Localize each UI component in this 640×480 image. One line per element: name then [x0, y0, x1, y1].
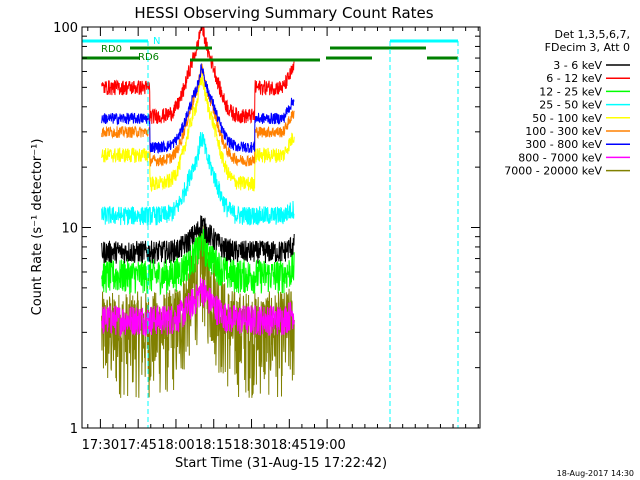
x-tick-label: 17:45	[119, 438, 156, 453]
annotation-label: N	[153, 36, 160, 47]
footer-timestamp: 18-Aug-2017 14:30	[557, 469, 634, 478]
legend-entry-label: 6 - 12 keV	[546, 72, 602, 85]
annotation-label: RD0	[101, 44, 122, 55]
x-tick-label: 18:45	[271, 438, 308, 453]
legend-entry-label: 25 - 50 keV	[539, 99, 602, 112]
x-tick-label: 17:30	[82, 438, 119, 453]
series-line	[101, 228, 295, 296]
legend-entry-label: 3 - 6 keV	[553, 59, 602, 72]
annotation-layer: RD0 RD6 N	[82, 36, 459, 428]
y-tick-label: 10	[61, 222, 78, 237]
series-line	[101, 27, 295, 124]
series-line	[101, 63, 295, 167]
legend-entry-label: 800 - 7000 keV	[518, 151, 602, 164]
y-tick-label: 1	[70, 422, 78, 437]
legend-entry-label: 100 - 300 keV	[525, 125, 602, 138]
data-layer	[101, 27, 295, 398]
chart-title: HESSI Observing Summary Count Rates	[134, 4, 433, 22]
series-line	[101, 277, 295, 338]
series-line	[101, 62, 295, 154]
x-tick-label: 18:15	[195, 438, 232, 453]
axis-layer: 17:30 17:45 18:00 18:15 18:30 18:45 19:00 1 10 10…	[53, 21, 480, 453]
y-axis-label: Count Rate (s⁻¹ detector⁻¹)	[30, 139, 45, 316]
legend-entry-label: 12 - 25 keV	[539, 85, 602, 98]
legend-header-line-2: FDecim 3, Att 0	[545, 41, 630, 54]
x-tick-label: 18:00	[157, 438, 194, 453]
series-line	[101, 132, 295, 226]
legend-header-line-1: Det 1,3,5,6,7,	[554, 28, 630, 41]
legend-entry-label: 300 - 800 keV	[525, 138, 602, 151]
y-tick-label: 100	[53, 21, 78, 36]
x-axis-label: Start Time (31-Aug-15 17:22:42)	[175, 456, 387, 471]
series-line	[101, 215, 295, 264]
x-tick-label: 18:30	[233, 438, 270, 453]
x-tick-label: 19:00	[308, 438, 345, 453]
annotation-label: RD6	[138, 52, 159, 63]
legend-entry-label: 7000 - 20000 keV	[504, 165, 602, 178]
series-line	[101, 73, 295, 193]
legend-entry-label: 50 - 100 keV	[532, 112, 602, 125]
